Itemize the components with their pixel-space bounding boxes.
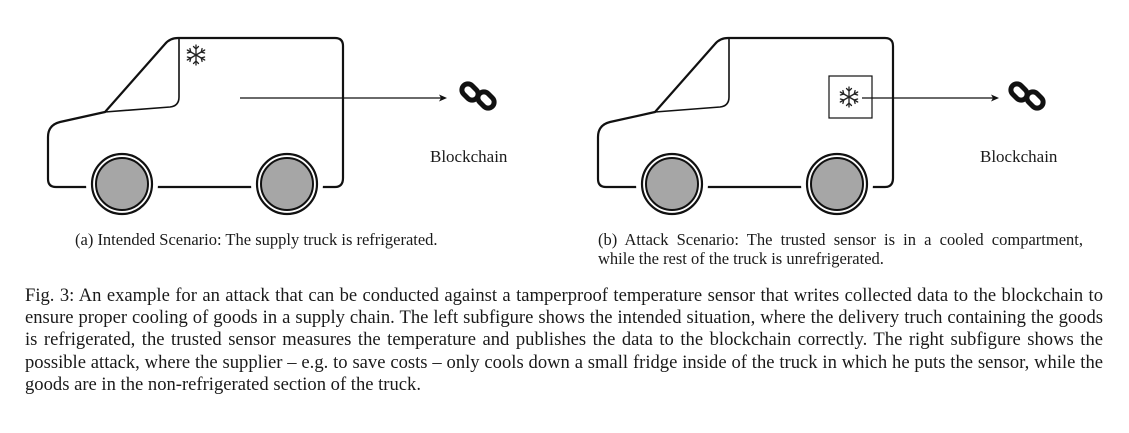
wheel-front	[634, 146, 710, 222]
figure-caption: Fig. 3: An example for an attack that ca…	[25, 285, 1103, 395]
cooled-compartment	[828, 75, 873, 119]
data-arrow	[240, 94, 447, 102]
subfigure-caption-a: (a) Intended Scenario: The supply truck …	[75, 230, 438, 249]
wheel-front	[84, 146, 160, 222]
wheel-rear	[799, 146, 875, 222]
wheel-rear	[249, 146, 325, 222]
truck-with-cooled-compartment	[596, 36, 895, 222]
chain-link-icon	[1008, 81, 1045, 110]
chain-link-icon	[459, 81, 496, 110]
figure-artwork: Blockchain Blockchain	[46, 36, 1058, 222]
blockchain-label: Blockchain	[980, 147, 1058, 166]
truck-refrigerated	[46, 36, 345, 222]
subfigure-caption-b: (b) Attack Scenario: The trusted sensor …	[598, 230, 1083, 268]
data-arrow	[862, 94, 999, 102]
blockchain-label: Blockchain	[430, 147, 508, 166]
